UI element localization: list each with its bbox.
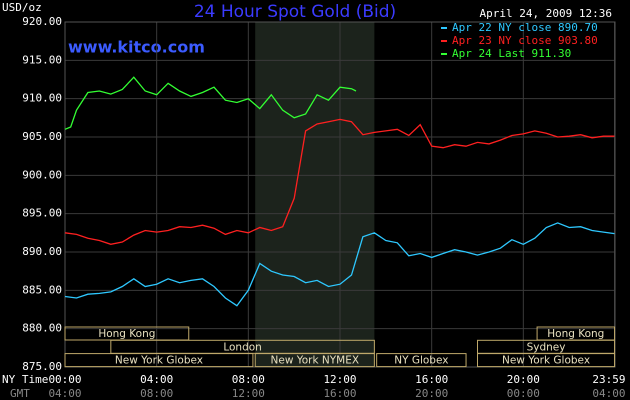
x-tick-label: 23:59 — [592, 373, 625, 386]
x-tick-label: 04:00 — [140, 373, 173, 386]
session-label: London — [223, 341, 262, 353]
session-label: New York Globex — [502, 355, 590, 367]
series-line — [64, 118, 615, 245]
y-axis-label: USD/oz — [2, 1, 42, 14]
y-tick-label: 895.00 — [22, 207, 62, 220]
series-line — [64, 222, 615, 307]
session-box — [477, 353, 616, 368]
session-label: NY Globex — [394, 355, 448, 367]
gmt-tick-label: 08:00 — [140, 387, 173, 400]
session-label: Hong Kong — [547, 328, 604, 340]
legend-label: Apr 23 NY close 903.80 — [452, 34, 598, 47]
session-box — [376, 353, 467, 368]
gmt-tick-label: 00:00 — [507, 387, 540, 400]
source: www.kitco.com — [68, 38, 205, 57]
gmt-tick-label: 16:00 — [323, 387, 356, 400]
y-tick-label: 905.00 — [22, 130, 62, 143]
series-line — [64, 76, 357, 130]
y-tick-label: 880.00 — [22, 322, 62, 335]
gmt-tick-label: 12:00 — [232, 387, 265, 400]
x-tick-label: 08:00 — [232, 373, 265, 386]
chart-title: 24 Hour Spot Gold (Bid) — [194, 2, 396, 22]
y-tick-label: 890.00 — [22, 245, 62, 258]
gmt-tick-label: 04:00 — [592, 387, 625, 400]
session-label: Sydney — [527, 341, 566, 353]
y-tick-label: 885.00 — [22, 283, 62, 296]
legend-label: Apr 22 NY close 890.70 — [452, 21, 598, 34]
legend-label: Apr 24 Last 911.30 — [452, 47, 571, 60]
session-label: Hong Kong — [98, 328, 155, 340]
session-box — [254, 353, 375, 368]
gmt-tick-label: 20:00 — [415, 387, 448, 400]
timestamp: April 24, 2009 12:36 — [480, 7, 612, 20]
y-tick-label: 910.00 — [22, 92, 62, 105]
session-label: New York Globex — [115, 355, 203, 367]
x-axis-label: NY Time — [2, 373, 48, 386]
shaded-span — [255, 22, 375, 367]
x-tick-label: 00:00 — [48, 373, 81, 386]
x-tick-label: 20:00 — [507, 373, 540, 386]
y-tick-label: 875.00 — [22, 360, 62, 373]
x-tick-label: 16:00 — [415, 373, 448, 386]
gmt-tick-label: 04:00 — [48, 387, 81, 400]
y-tick-label: 920.00 — [22, 15, 62, 28]
x-tick-label: 12:00 — [323, 373, 356, 386]
y-tick-label: 900.00 — [22, 168, 62, 181]
x2-axis-label: GMT — [10, 387, 30, 400]
y-tick-label: 915.00 — [22, 53, 62, 66]
session-box — [64, 353, 254, 368]
session-label: New York NYMEX — [271, 355, 360, 367]
